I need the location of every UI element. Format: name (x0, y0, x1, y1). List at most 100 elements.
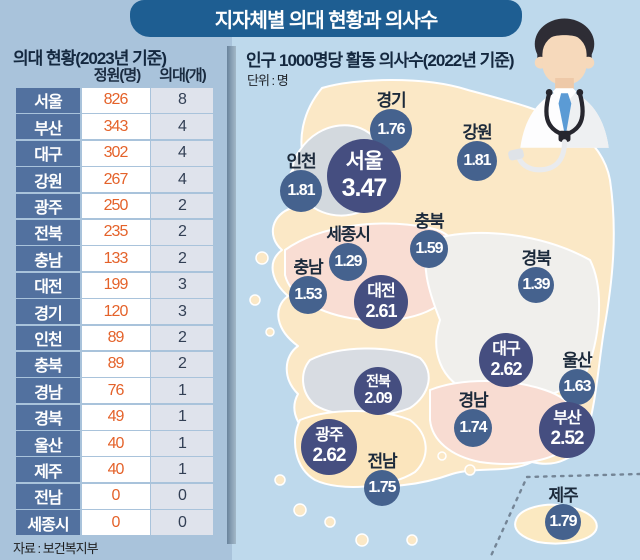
bubble-value: 1.81 (463, 152, 491, 170)
table-quota-cell: 40 (81, 431, 150, 456)
map-bubble: 1.79 (545, 504, 581, 540)
table-region-cell: 충북 (16, 351, 80, 377)
map-region-label: 전남 (367, 452, 398, 471)
table-schools-cell: 3 (151, 299, 213, 325)
table-region-cell: 강원 (16, 167, 80, 193)
map-bubble: 1.74 (454, 409, 492, 447)
map-bubble: 1.29 (329, 243, 367, 281)
map-region-label: 충남 (293, 258, 324, 277)
map-bubble: 광주 2.62 (301, 419, 357, 475)
table-quota-cell: 0 (81, 510, 150, 536)
map-region-label: 경남 (458, 391, 489, 410)
column-header-spacer (16, 64, 82, 85)
map-bubble: 부산 2.52 (539, 402, 595, 458)
table-region-cell: 제주 (16, 457, 80, 483)
table-quota-cell: 267 (81, 167, 150, 193)
table-quota-cell: 0 (81, 483, 150, 509)
map-bubble: 1.75 (364, 470, 400, 506)
bubble-region-name: 전북 (366, 373, 391, 390)
table-quota-cell: 120 (81, 299, 150, 325)
table-region-cell: 인천 (16, 325, 80, 351)
panel-divider (227, 46, 236, 544)
bubble-region-name: 부산 (553, 410, 581, 428)
bubble-value: 2.62 (312, 445, 347, 467)
table-quota-cell: 343 (81, 114, 150, 140)
map-bubble: 대구 2.62 (479, 333, 533, 387)
bubble-value: 2.52 (550, 428, 585, 450)
jeju-inset-divider (488, 472, 640, 560)
map-bubble: 1.59 (410, 230, 448, 268)
bubble-region-name: 대구 (492, 340, 520, 358)
map-bubble: 1.81 (280, 170, 322, 212)
table-region-cell: 전남 (16, 483, 80, 509)
map-bubble: 1.81 (457, 141, 497, 181)
map-bubble: 1.53 (289, 276, 327, 314)
map-region-label: 경기 (376, 91, 407, 110)
source-note: 자료 : 보건복지부 (13, 541, 99, 556)
map-bubble: 대전 2.61 (354, 275, 408, 329)
bubble-region-name: 광주 (315, 427, 343, 445)
bubble-value: 2.61 (365, 300, 397, 321)
table-region-cell: 충남 (16, 246, 80, 272)
bubble-value: 1.63 (563, 378, 591, 396)
bubble-value: 1.76 (377, 121, 405, 139)
map-bubble: 전북 2.09 (354, 367, 402, 415)
bubble-region-name: 서울 (345, 150, 384, 174)
med-table-body: 서울 826 8 부산 343 4 대구 302 4 강원 267 4 광주 250 2 전북 235 2 충남 13… (16, 88, 213, 536)
table-heading: 의대 현황(2023년 기준) (13, 49, 167, 68)
map-region-label: 경북 (521, 249, 552, 268)
bubble-value: 1.74 (459, 419, 487, 437)
table-schools-cell: 4 (151, 140, 213, 166)
bubble-value: 1.39 (522, 276, 550, 294)
column-header-schools: 의대(개) (159, 67, 206, 84)
table-schools-cell: 3 (151, 272, 213, 298)
table-schools-cell: 4 (151, 114, 213, 140)
table-quota-cell: 40 (81, 457, 150, 483)
table-region-cell: 대전 (16, 272, 80, 298)
bubble-value: 1.81 (287, 182, 315, 200)
table-region-cell: 경북 (16, 404, 80, 430)
bubble-value: 1.29 (334, 253, 362, 271)
table-region-cell: 전북 (16, 219, 80, 245)
bubble-value: 2.09 (364, 389, 392, 407)
bubble-region-name: 대전 (367, 282, 395, 300)
table-schools-cell: 2 (151, 351, 213, 377)
table-quota-cell: 133 (81, 246, 150, 272)
table-quota-cell: 199 (81, 272, 150, 298)
bubble-value: 1.75 (368, 479, 396, 497)
table-schools-cell: 2 (151, 219, 213, 245)
table-quota-cell: 250 (81, 193, 150, 219)
table-schools-cell: 1 (151, 431, 213, 456)
map-region-label: 강원 (462, 123, 493, 142)
coastal-islands (249, 251, 476, 547)
map-region-label: 제주 (548, 486, 579, 505)
bubble-value: 2.62 (490, 358, 522, 379)
table-schools-cell: 0 (151, 483, 213, 509)
bubble-value: 1.59 (415, 240, 443, 258)
table-region-cell: 서울 (16, 88, 80, 113)
table-region-cell: 부산 (16, 114, 80, 140)
table-schools-cell: 1 (151, 378, 213, 404)
table-schools-cell: 0 (151, 510, 213, 536)
map-region-label: 세종시 (326, 225, 371, 244)
table-region-cell: 광주 (16, 193, 80, 219)
table-schools-cell: 2 (151, 325, 213, 351)
table-region-cell: 경기 (16, 299, 80, 325)
table-quota-cell: 826 (81, 88, 150, 113)
bubble-value: 1.53 (294, 286, 322, 304)
bubble-value: 3.47 (341, 173, 388, 202)
table-quota-cell: 89 (81, 351, 150, 377)
map-bubble: 1.39 (518, 267, 554, 303)
table-column-headers: 정원(명) 의대(개) (16, 64, 213, 85)
table-schools-cell: 8 (151, 88, 213, 113)
map-region-label: 울산 (562, 351, 593, 370)
table-quota-cell: 89 (81, 325, 150, 351)
map-region-label: 충북 (414, 212, 445, 231)
map-unit-label: 단위 : 명 (247, 73, 289, 88)
table-region-cell: 대구 (16, 140, 80, 166)
table-schools-cell: 2 (151, 193, 213, 219)
table-schools-cell: 1 (151, 457, 213, 483)
table-region-cell: 세종시 (16, 510, 80, 536)
title-banner: 지자체별 의대 현황과 의사수 (130, 0, 522, 37)
